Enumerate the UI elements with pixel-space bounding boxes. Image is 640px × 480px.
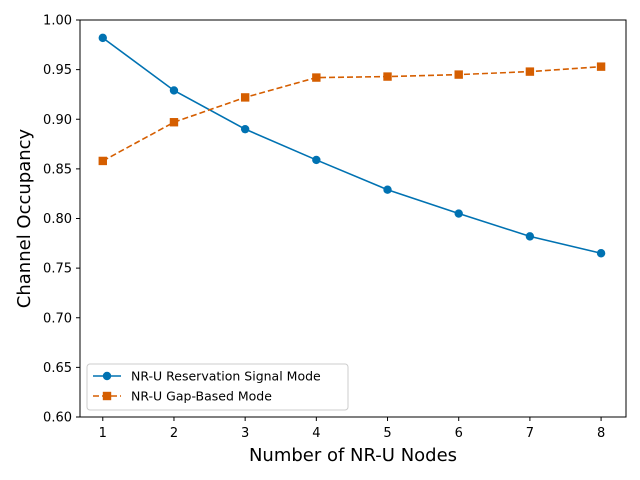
y-axis: 0.60 0.65 0.70 0.75 0.80 0.85 0.90 0.95 1.00 (43, 14, 80, 426)
legend-marker (102, 371, 112, 381)
legend-item: NR-U Reservation Signal Mode (93, 369, 321, 384)
x-axis-label: Number of NR-U Nodes (249, 445, 457, 466)
y-tick-label: 1.00 (43, 14, 72, 29)
series-layer (98, 33, 606, 258)
legend-marker (102, 391, 112, 401)
x-tick-label: 3 (241, 426, 249, 441)
x-tick-label: 7 (526, 426, 534, 441)
data-point (596, 249, 606, 258)
y-tick-label: 0.70 (43, 311, 72, 326)
data-point (98, 156, 107, 166)
x-axis: 1 2 3 4 5 6 7 8 (99, 417, 605, 441)
data-point (98, 33, 107, 43)
y-tick-label: 0.80 (43, 212, 72, 227)
series-line (102, 65, 602, 162)
data-point (525, 232, 535, 241)
y-axis-label: Channel Occupancy (14, 128, 35, 308)
x-tick-label: 6 (455, 426, 463, 441)
x-tick-label: 4 (312, 426, 320, 441)
data-point (383, 72, 392, 81)
data-point (525, 67, 535, 76)
data-point (312, 73, 321, 82)
series-line (102, 37, 602, 255)
legend-item: NR-U Gap-Based Mode (93, 389, 272, 404)
x-tick-label: 8 (597, 426, 605, 441)
y-tick-label: 0.75 (43, 262, 72, 277)
data-point (169, 86, 179, 95)
data-point (454, 209, 463, 218)
data-point (169, 118, 179, 127)
y-tick-label: 0.65 (43, 361, 72, 376)
x-tick-label: 1 (99, 426, 107, 441)
series-2 (98, 62, 606, 166)
x-tick-label: 5 (383, 426, 391, 441)
y-tick-label: 0.95 (43, 63, 72, 78)
data-point (596, 62, 606, 71)
legend: NR-U Reservation Signal Mode NR-U Gap-Bas… (86, 363, 349, 411)
x-tick-label: 2 (170, 426, 178, 441)
legend-label: NR-U Reservation Signal Mode (131, 369, 321, 384)
data-point (240, 93, 250, 102)
y-tick-label: 0.60 (43, 411, 72, 426)
y-tick-label: 0.85 (43, 162, 72, 177)
legend-box (86, 363, 349, 411)
data-point (240, 124, 250, 134)
data-point (454, 70, 463, 79)
plot-frame (79, 19, 627, 418)
data-point (383, 185, 392, 194)
legend-label: NR-U Gap-Based Mode (131, 389, 272, 404)
data-point (312, 155, 321, 165)
series-1 (98, 33, 606, 258)
y-tick-label: 0.90 (43, 113, 72, 128)
